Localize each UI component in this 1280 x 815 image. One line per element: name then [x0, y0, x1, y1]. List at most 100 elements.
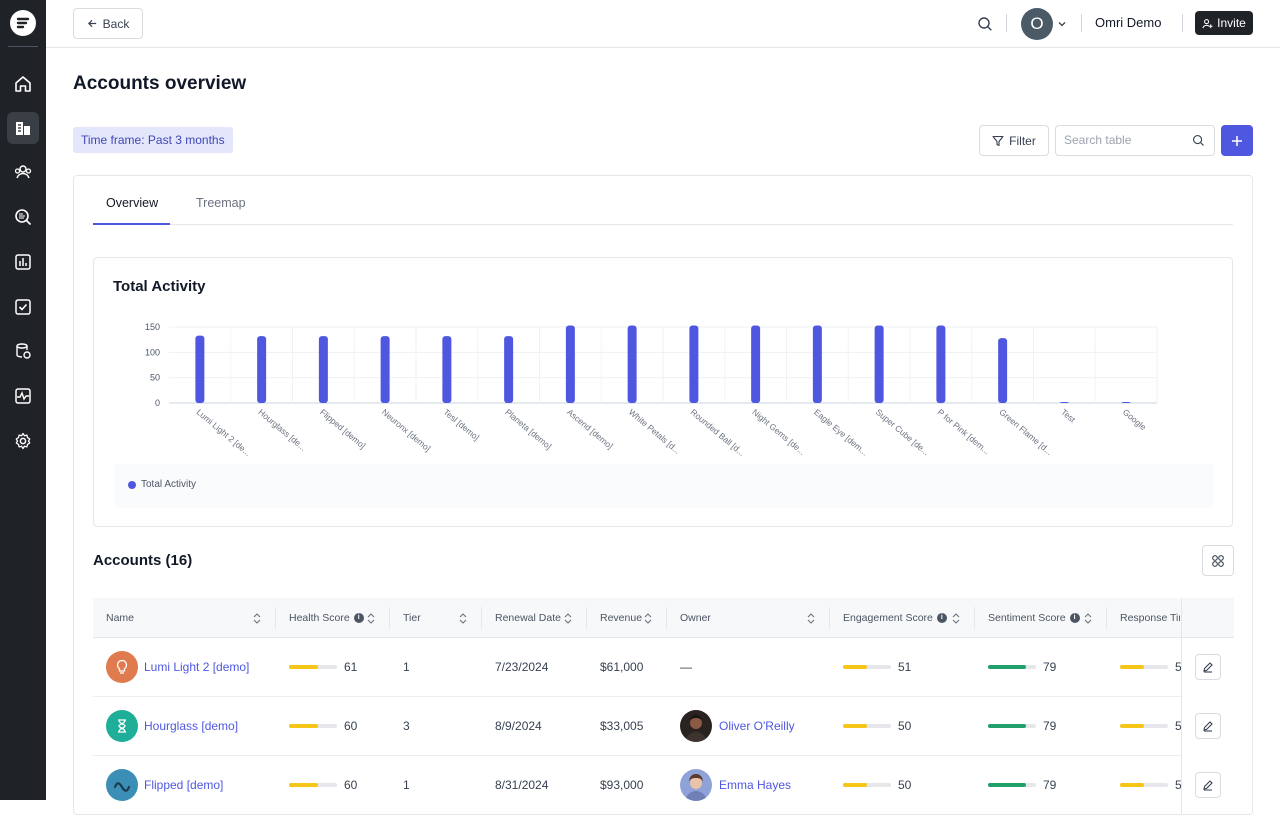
sidebar-item-users[interactable]	[7, 156, 39, 188]
column-divider[interactable]	[1106, 607, 1107, 629]
owner-cell: Emma Hayes	[680, 756, 791, 814]
response-time-cell: 59	[1120, 638, 1188, 696]
sort-icon[interactable]	[253, 613, 261, 624]
search-icon[interactable]	[977, 16, 993, 37]
engagement-score-value: 51	[898, 660, 911, 674]
sort-icon[interactable]	[807, 613, 815, 624]
account-name-link[interactable]: Flipped [demo]	[144, 778, 223, 792]
edit-row-button[interactable]	[1195, 772, 1221, 798]
engagement-score-cell: 50	[843, 756, 911, 814]
filter-button[interactable]: Filter	[979, 125, 1049, 156]
sentiment-score-cell: 79	[988, 756, 1056, 814]
column-header-response-time[interactable]: Response Tim	[1120, 598, 1180, 638]
column-label: Owner	[680, 612, 711, 624]
column-header-health-score[interactable]: Health Score i	[289, 598, 364, 638]
owner-name-link[interactable]: Emma Hayes	[719, 778, 791, 792]
column-divider[interactable]	[974, 607, 975, 629]
column-divider[interactable]	[666, 607, 667, 629]
chart-bar	[689, 325, 698, 403]
column-settings-button[interactable]	[1202, 545, 1234, 576]
column-header-engagement-score[interactable]: Engagement Score i	[843, 598, 947, 638]
table-header: Name Health Score i Tier Renewal Date Rev…	[93, 598, 1233, 638]
chart-x-tick-label: Hourglass [de...	[256, 407, 308, 453]
accounts-icon	[13, 118, 33, 138]
table-row[interactable]: Flipped [demo] 60 1 8/31/2024 $93,000 Em…	[93, 756, 1233, 815]
sort-icon[interactable]	[367, 613, 375, 624]
sidebar-item-activity[interactable]	[7, 380, 39, 412]
tab-treemap[interactable]: Treemap	[196, 196, 246, 210]
sidebar-item-settings[interactable]	[7, 425, 39, 457]
chart-bar	[319, 336, 328, 403]
tabs: Overview Treemap	[93, 176, 1233, 225]
chart-y-tick-label: 100	[145, 347, 160, 357]
chart-x-tick-label: P for Pink [dem...	[936, 407, 992, 456]
total-activity-chart-card: Total Activity 0 50 100 150 Lumi Light 2 [de…	[93, 257, 1233, 527]
timeframe-badge[interactable]: Time frame: Past 3 months	[73, 127, 233, 153]
column-header-name[interactable]: Name	[106, 598, 134, 638]
column-divider[interactable]	[586, 607, 587, 629]
renewal-date-cell: 8/31/2024	[495, 756, 548, 814]
invite-button[interactable]: Invite	[1195, 11, 1253, 35]
column-label: Renewal Date	[495, 612, 561, 624]
column-divider[interactable]	[275, 607, 276, 629]
renewal-date-cell: 7/23/2024	[495, 638, 548, 696]
response-time-cell: 59	[1120, 756, 1188, 814]
sort-icon[interactable]	[564, 613, 572, 624]
sidebar-item-reports[interactable]	[7, 246, 39, 278]
search-icon	[1192, 134, 1205, 152]
user-avatar[interactable]: O	[1021, 8, 1053, 40]
search-table-input[interactable]	[1064, 133, 1190, 147]
sentiment-score-bar	[988, 724, 1036, 728]
legend-label[interactable]: Total Activity	[141, 479, 196, 490]
back-button[interactable]: Back	[73, 8, 143, 39]
grid-icon	[1211, 554, 1225, 568]
table-row[interactable]: Hourglass [demo] 60 3 8/9/2024 $33,005 O…	[93, 697, 1233, 756]
info-icon[interactable]: i	[937, 613, 947, 623]
chevron-down-icon[interactable]	[1057, 16, 1067, 34]
sort-icon[interactable]	[952, 613, 960, 624]
owner-cell: Oliver O'Reilly	[680, 697, 795, 755]
page-title: Accounts overview	[73, 73, 246, 95]
column-divider[interactable]	[481, 607, 482, 629]
column-header-revenue[interactable]: Revenue	[600, 598, 642, 638]
account-name-link[interactable]: Hourglass [demo]	[144, 719, 238, 733]
column-divider[interactable]	[829, 607, 830, 629]
add-button[interactable]	[1221, 125, 1253, 156]
column-header-renewal-date[interactable]: Renewal Date	[495, 598, 561, 638]
search-table-box[interactable]	[1055, 125, 1215, 156]
sidebar-item-home[interactable]	[7, 68, 39, 100]
user-name[interactable]: Omri Demo	[1095, 15, 1161, 30]
column-label: Health Score	[289, 612, 350, 624]
engagement-score-cell: 50	[843, 697, 911, 755]
sidebar-item-insights[interactable]	[7, 201, 39, 233]
edit-row-button[interactable]	[1195, 713, 1221, 739]
column-header-tier[interactable]: Tier	[403, 598, 421, 638]
column-label: Name	[106, 612, 134, 624]
sort-icon[interactable]	[1084, 613, 1092, 624]
info-icon[interactable]: i	[1070, 613, 1080, 623]
account-name-link[interactable]: Lumi Light 2 [demo]	[144, 660, 249, 674]
chart-bar	[257, 336, 266, 403]
chart-x-tick-label: Ascend [demo]	[565, 407, 615, 451]
tab-overview[interactable]: Overview	[106, 196, 158, 210]
column-header-owner[interactable]: Owner	[680, 598, 711, 638]
column-header-sentiment-score[interactable]: Sentiment Score i	[988, 598, 1080, 638]
pencil-icon	[1202, 779, 1214, 791]
owner-avatar	[680, 710, 712, 742]
table-row[interactable]: Lumi Light 2 [demo] 61 1 7/23/2024 $61,0…	[93, 638, 1233, 697]
info-icon[interactable]: i	[354, 613, 364, 623]
edit-row-button[interactable]	[1195, 654, 1221, 680]
sidebar-item-data[interactable]	[7, 335, 39, 367]
sort-icon[interactable]	[459, 613, 467, 624]
health-score-value: 61	[344, 660, 357, 674]
sort-icon[interactable]	[644, 613, 652, 624]
sidebar-item-tasks[interactable]	[7, 291, 39, 323]
owner-name-link[interactable]: Oliver O'Reilly	[719, 719, 795, 733]
column-divider[interactable]	[389, 607, 390, 629]
column-label: Response Tim	[1120, 612, 1180, 624]
response-time-bar	[1120, 665, 1168, 669]
health-score-value: 60	[344, 778, 357, 792]
app-logo-icon[interactable]	[10, 10, 36, 36]
chart-x-tick-label: Rounded Ball [d...	[689, 407, 747, 458]
sidebar-item-accounts[interactable]	[7, 112, 39, 144]
